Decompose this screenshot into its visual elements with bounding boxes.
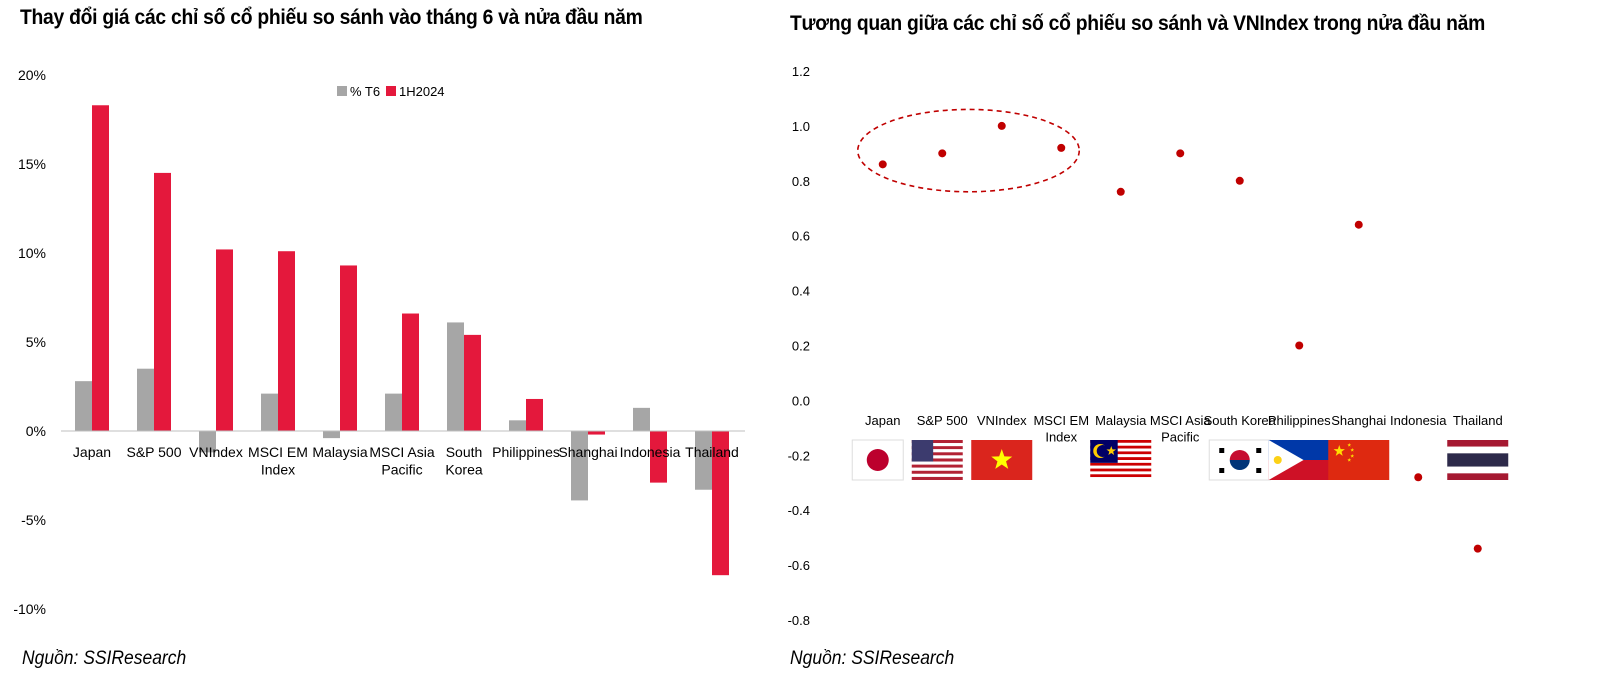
bar-t6 (695, 431, 712, 490)
scatter-point (1176, 149, 1185, 158)
bar-chart-title: Thay đổi giá các chỉ số cổ phiếu so sánh… (20, 6, 643, 29)
x-category-label: Philippines (1268, 413, 1331, 428)
bar-t6 (323, 431, 340, 439)
legend-label-1h2024: 1H2024 (399, 84, 445, 99)
japan-flag (851, 439, 904, 481)
bar-1h2024 (278, 251, 295, 431)
x-category-label: VNIndex (977, 413, 1027, 428)
y-tick-label: -10% (13, 601, 46, 617)
bar-chart: -10% -5% 0% 5% 10% 15% 20% Japan S&P 500 VNIndex M… (13, 67, 745, 617)
y-tick-label: -0.8 (788, 613, 810, 628)
bar-1h2024 (526, 398, 543, 431)
bar-1h2024 (650, 431, 667, 483)
x-category-label: MSCI Asia Pacific (1150, 413, 1211, 444)
y-tick-label: 1.2 (792, 64, 810, 79)
scatter-chart-source: Nguồn: SSIResearch (790, 648, 955, 669)
y-tick-label: 0.2 (792, 339, 810, 354)
y-tick-label: -5% (21, 512, 46, 528)
y-tick-label: 5% (26, 334, 46, 350)
x-tick-label: MSCI EM Index (248, 444, 308, 478)
y-tick-label: 0% (26, 423, 46, 439)
x-tick-label: Malaysia (312, 444, 367, 460)
x-tick-label: Thailand (685, 444, 739, 460)
y-tick-label: 10% (18, 245, 46, 261)
vietnam-flag (971, 440, 1033, 480)
x-tick-label: VNIndex (189, 444, 243, 460)
bar-1h2024 (340, 265, 357, 431)
x-category-label: South Korea (1204, 413, 1277, 428)
x-category-label: Japan (865, 413, 900, 428)
bar-t6 (199, 431, 216, 453)
bar-1h2024 (402, 313, 419, 431)
x-category-label: Malaysia (1095, 413, 1147, 428)
legend-swatch-1h2024 (386, 86, 396, 96)
bar-1h2024 (216, 249, 233, 431)
scatter-point (938, 149, 947, 158)
china-flag (1328, 440, 1390, 480)
scatter-point (878, 160, 887, 169)
y-tick-label: 0.0 (792, 393, 810, 408)
bar-1h2024 (92, 105, 109, 431)
x-category-label: Shanghai (1331, 413, 1386, 428)
x-tick-label: Japan (73, 444, 111, 460)
scatter-point (1057, 143, 1066, 152)
bar-chart-source: Nguồn: SSIResearch (22, 648, 187, 669)
scatter-point (1354, 220, 1363, 229)
bar-1h2024 (712, 431, 729, 576)
bar-1h2024 (154, 172, 171, 431)
scatter-point (1414, 473, 1423, 482)
scatter-point (1295, 341, 1304, 350)
malaysia-flag (1090, 440, 1152, 480)
scatter-point (1235, 176, 1244, 185)
y-tick-label: -0.4 (788, 503, 810, 518)
bar-t6 (385, 393, 402, 431)
scatter-point (1116, 187, 1125, 196)
y-tick-label: -0.2 (788, 448, 810, 463)
x-category-label: S&P 500 (917, 413, 968, 428)
thailand-flag (1447, 440, 1509, 480)
philippines-flag (1268, 440, 1330, 480)
scatter-point (997, 121, 1006, 130)
usa-flag (911, 440, 963, 480)
bar-t6 (75, 381, 92, 431)
bar-t6 (509, 420, 526, 431)
legend-swatch-t6 (337, 86, 347, 96)
bar-t6 (137, 368, 154, 431)
x-category-label: Indonesia (1390, 413, 1447, 428)
y-tick-label: 0.8 (792, 174, 810, 189)
bar-1h2024 (464, 334, 481, 431)
x-category-label: MSCI EM Index (1033, 413, 1089, 444)
y-tick-label: 15% (18, 156, 46, 172)
scatter-chart-title: Tương quan giữa các chỉ số cổ phiếu so s… (790, 12, 1485, 35)
bar-t6 (261, 393, 278, 431)
bar-1h2024 (588, 431, 605, 435)
y-tick-label: 1.0 (792, 119, 810, 134)
scatter-point (1473, 544, 1482, 553)
x-tick-label: Indonesia (620, 444, 681, 460)
y-tick-label: 20% (18, 67, 46, 83)
y-tick-label: 0.4 (792, 284, 810, 299)
bar-t6 (571, 431, 588, 501)
x-tick-label: South Korea (445, 444, 483, 478)
x-tick-label: MSCI Asia Pacific (369, 444, 435, 478)
legend-label-t6: % T6 (350, 84, 380, 99)
y-tick-label: -0.6 (788, 558, 810, 573)
south-korea-flag (1208, 439, 1271, 481)
x-tick-label: Philippines (492, 444, 560, 460)
x-tick-label: Shanghai (558, 444, 617, 460)
bar-t6 (447, 322, 464, 431)
x-tick-label: S&P 500 (126, 444, 181, 460)
y-tick-label: 0.6 (792, 229, 810, 244)
highlight-ellipse (856, 108, 1081, 193)
bar-t6 (633, 407, 650, 431)
x-category-label: Thailand (1453, 413, 1503, 428)
